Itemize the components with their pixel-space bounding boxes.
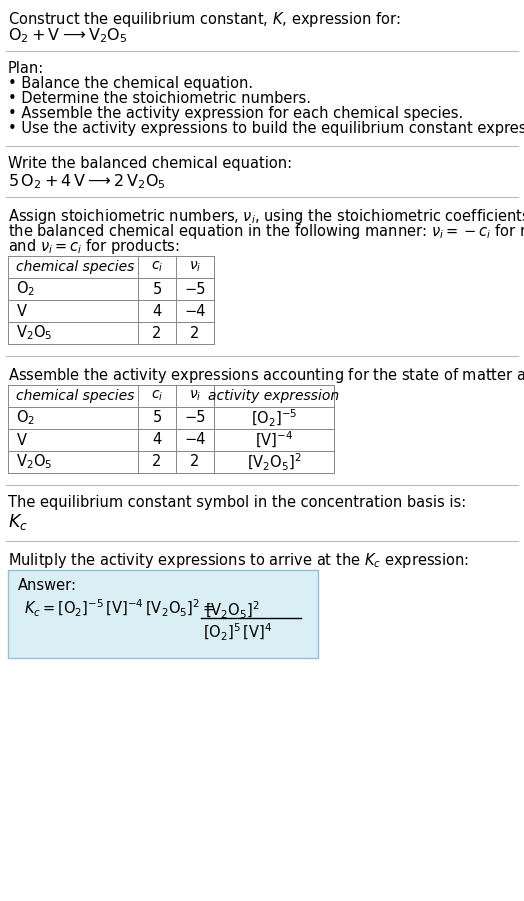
Text: Assign stoichiometric numbers, $\nu_i$, using the stoichiometric coefficients, $: Assign stoichiometric numbers, $\nu_i$, … [8,207,524,226]
Text: $\mathrm{O_2}$: $\mathrm{O_2}$ [16,409,35,427]
Text: Plan:: Plan: [8,61,44,76]
Text: $[\mathrm{O_2}]^{5}\,[\mathrm{V}]^{4}$: $[\mathrm{O_2}]^{5}\,[\mathrm{V}]^{4}$ [203,622,272,643]
Text: $\mathrm{V}$: $\mathrm{V}$ [16,432,28,448]
Text: $K_c$: $K_c$ [8,512,28,532]
Text: 2: 2 [152,325,162,341]
Text: $\mathrm{V}$: $\mathrm{V}$ [16,303,28,319]
Text: 5: 5 [152,281,161,296]
Text: 5: 5 [152,411,161,425]
Text: chemical species: chemical species [16,389,134,403]
Text: Mulitply the activity expressions to arrive at the $K_c$ expression:: Mulitply the activity expressions to arr… [8,551,469,570]
Text: $c_i$: $c_i$ [151,259,163,274]
Text: Answer:: Answer: [18,578,77,593]
Text: $\nu_i$: $\nu_i$ [189,259,201,274]
Text: 2: 2 [190,325,200,341]
Text: and $\nu_i = c_i$ for products:: and $\nu_i = c_i$ for products: [8,237,180,256]
Text: $5\,\mathrm{O_2} + 4\,\mathrm{V} \longrightarrow 2\,\mathrm{V_2O_5}$: $5\,\mathrm{O_2} + 4\,\mathrm{V} \longri… [8,172,166,191]
Text: • Balance the chemical equation.: • Balance the chemical equation. [8,76,253,91]
Text: $\mathrm{V_2O_5}$: $\mathrm{V_2O_5}$ [16,323,52,342]
Text: 2: 2 [152,454,162,469]
Text: $\mathrm{O_2}$: $\mathrm{O_2}$ [16,279,35,298]
Text: • Use the activity expressions to build the equilibrium constant expression.: • Use the activity expressions to build … [8,121,524,136]
Text: −4: −4 [184,432,206,448]
Text: $\mathrm{V_2O_5}$: $\mathrm{V_2O_5}$ [16,452,52,471]
Text: • Assemble the activity expression for each chemical species.: • Assemble the activity expression for e… [8,106,463,121]
Text: 2: 2 [190,454,200,469]
Text: Assemble the activity expressions accounting for the state of matter and $\nu_i$: Assemble the activity expressions accoun… [8,366,524,385]
Text: activity expression: activity expression [209,389,340,403]
Text: $[\mathrm{V_2O_5}]^{2}$: $[\mathrm{V_2O_5}]^{2}$ [205,600,260,621]
Text: $\mathrm{O_2 + V \longrightarrow V_2O_5}$: $\mathrm{O_2 + V \longrightarrow V_2O_5}… [8,26,127,45]
FancyBboxPatch shape [8,570,318,658]
Text: $[\mathrm{O_2}]^{-5}$: $[\mathrm{O_2}]^{-5}$ [251,407,297,429]
Text: The equilibrium constant symbol in the concentration basis is:: The equilibrium constant symbol in the c… [8,495,466,510]
Text: Construct the equilibrium constant, $K$, expression for:: Construct the equilibrium constant, $K$,… [8,10,401,29]
Text: −4: −4 [184,304,206,318]
Text: chemical species: chemical species [16,260,134,274]
Text: 4: 4 [152,304,161,318]
Text: the balanced chemical equation in the following manner: $\nu_i = -c_i$ for react: the balanced chemical equation in the fo… [8,222,524,241]
Text: $c_i$: $c_i$ [151,389,163,404]
Text: $[\mathrm{V_2O_5}]^{2}$: $[\mathrm{V_2O_5}]^{2}$ [247,451,301,472]
Text: $K_c = [\mathrm{O_2}]^{-5}\,[\mathrm{V}]^{-4}\,[\mathrm{V_2O_5}]^{2} = $: $K_c = [\mathrm{O_2}]^{-5}\,[\mathrm{V}]… [24,598,215,619]
Text: 4: 4 [152,432,161,448]
Text: −5: −5 [184,411,206,425]
Text: −5: −5 [184,281,206,296]
Text: • Determine the stoichiometric numbers.: • Determine the stoichiometric numbers. [8,91,311,106]
Text: $[\mathrm{V}]^{-4}$: $[\mathrm{V}]^{-4}$ [255,430,293,450]
Text: Write the balanced chemical equation:: Write the balanced chemical equation: [8,156,292,171]
Text: $\nu_i$: $\nu_i$ [189,389,201,404]
